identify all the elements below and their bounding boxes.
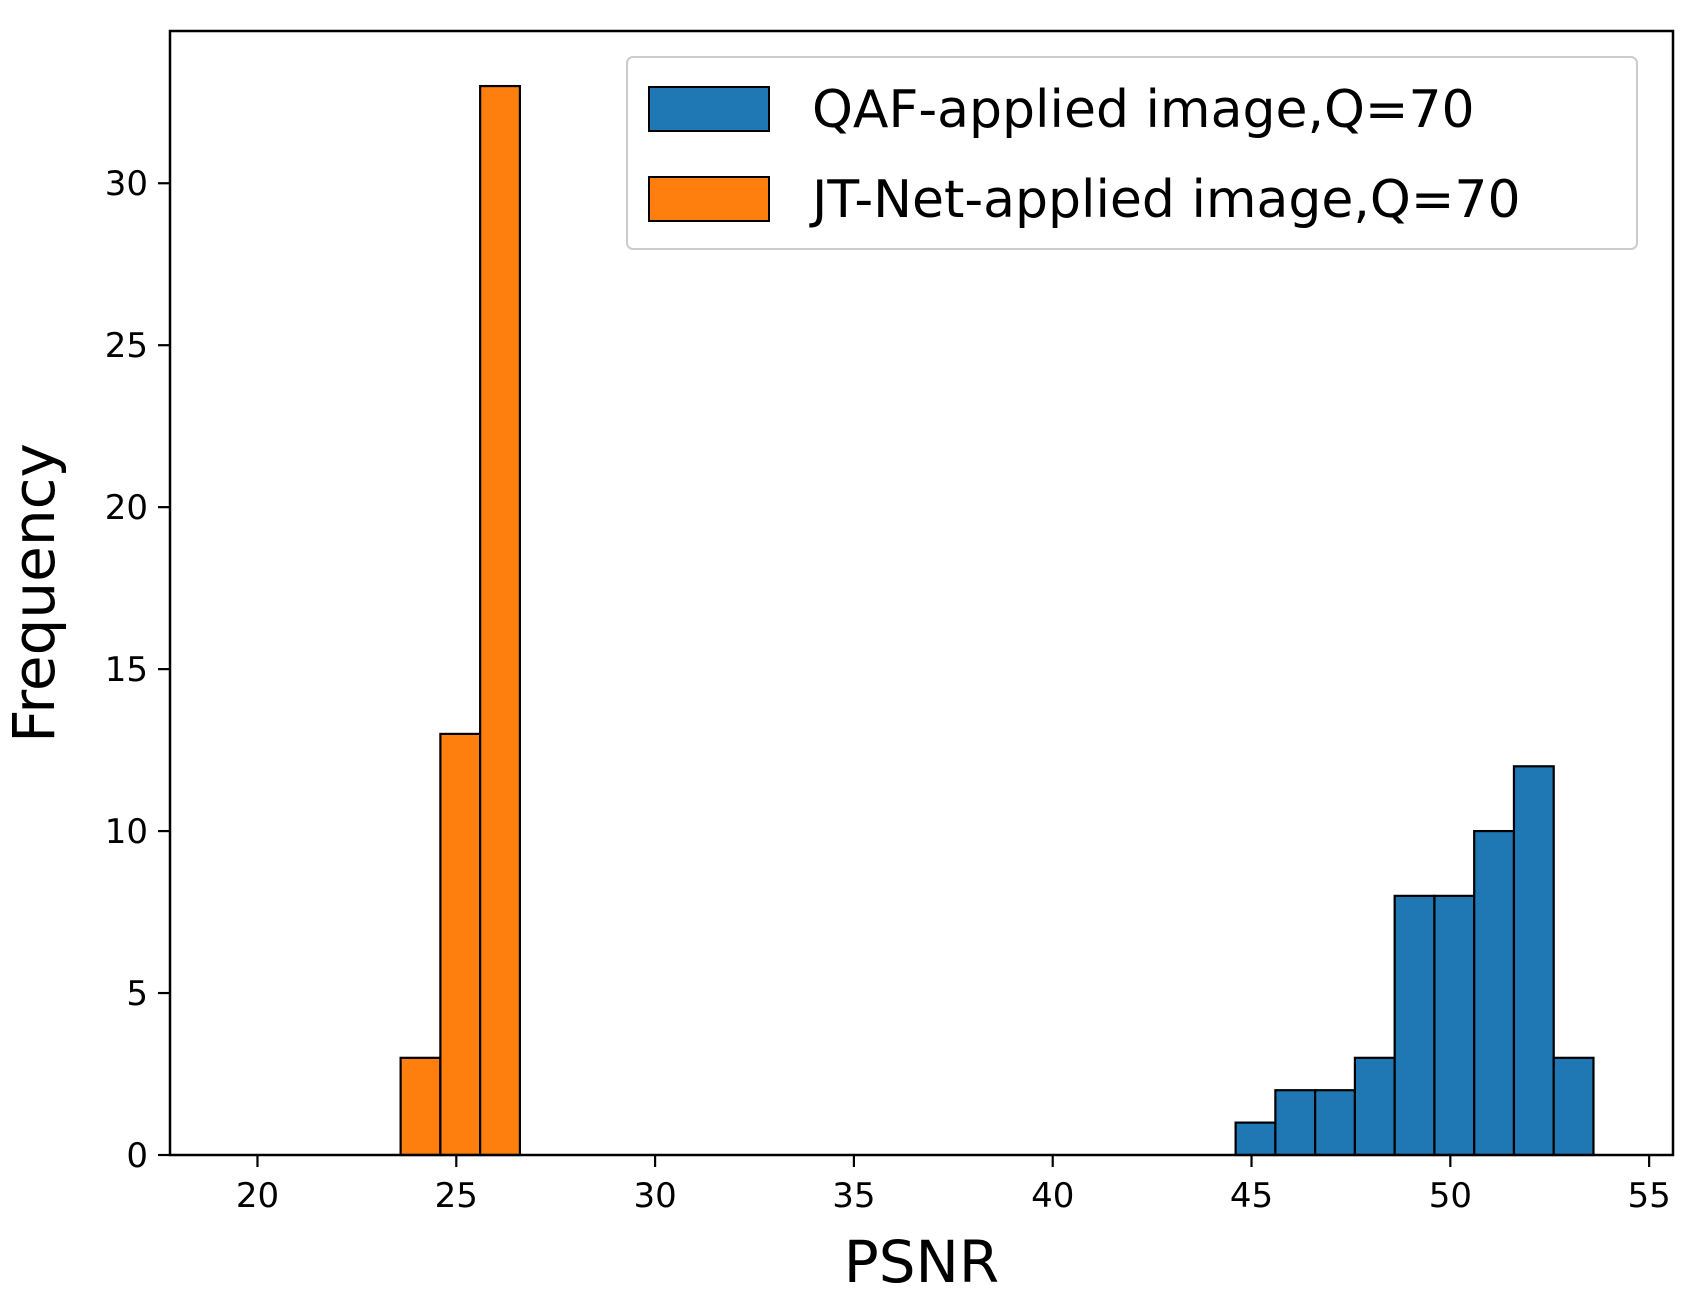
x-tick-label-0: 20 [236,1176,279,1216]
bar-0-30 [1433,894,1476,1157]
bar-1-5 [439,732,482,1157]
bar-0-28 [1353,1056,1396,1157]
y-tick-label-0: 0 [126,1136,148,1176]
y-axis-label: Frequency [0,443,68,743]
x-tick-label-6: 50 [1429,1176,1472,1216]
series-1 [399,84,522,1157]
y-tick-label-4: 20 [105,488,148,528]
legend-label-qaf: QAF-applied image,Q=70 [812,80,1475,140]
legend-label-jtnet: JT-Net-applied image,Q=70 [809,170,1521,230]
x-axis-label: PSNR [844,1228,999,1296]
legend-swatch-jtnet [648,176,770,222]
legend-swatch-qaf [648,86,770,132]
legend: QAF-applied image,Q=70 JT-Net-applied im… [626,56,1638,250]
x-tick-label-5: 45 [1230,1176,1273,1216]
y-tick-label-5: 25 [105,326,148,366]
bar-0-32 [1512,765,1555,1157]
bar-0-25 [1234,1121,1277,1157]
bar-1-4 [399,1056,442,1157]
x-tick-label-4: 40 [1031,1176,1074,1216]
bar-0-33 [1552,1056,1595,1157]
x-axis-ticks: 20 25 30 35 40 45 50 55 [236,1155,1671,1216]
x-tick-label-3: 35 [832,1176,875,1216]
plot-frame [168,29,1675,1157]
y-tick-label-1: 5 [126,974,148,1014]
y-axis-ticks: 0 5 10 15 20 25 30 [105,164,170,1176]
y-tick-label-3: 15 [105,650,148,690]
bar-0-29 [1393,894,1436,1157]
x-tick-label-2: 30 [633,1176,676,1216]
y-tick-label-6: 30 [105,164,148,204]
bar-0-26 [1274,1089,1317,1157]
x-tick-label-7: 55 [1628,1176,1671,1216]
series-0 [1234,765,1595,1157]
bar-0-31 [1473,829,1516,1157]
legend-box [626,56,1638,250]
x-tick-label-1: 25 [435,1176,478,1216]
bars-layer [399,84,1595,1157]
bar-0-27 [1314,1089,1357,1157]
bar-1-6 [479,84,522,1157]
y-tick-label-2: 10 [105,812,148,852]
